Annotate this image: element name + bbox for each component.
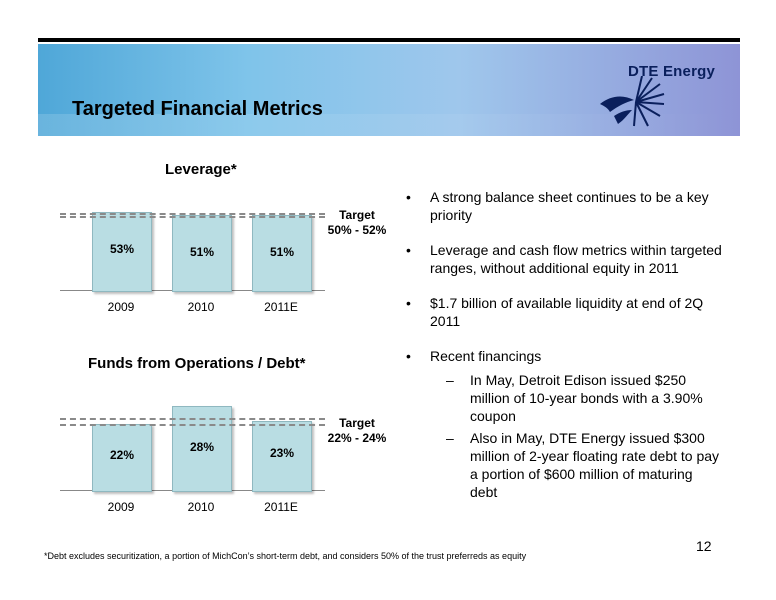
sub-bullet-item: – In May, Detroit Edison issued $250 mill…	[402, 371, 722, 425]
target-line-low	[60, 216, 325, 219]
ffo-debt-chart-title: Funds from Operations / Debt*	[88, 355, 306, 372]
dte-sunburst-icon	[600, 76, 665, 127]
sub-bullet-text: Also in May, DTE Energy issued $300 mill…	[470, 430, 720, 500]
footnote: *Debt excludes securitization, a portion…	[44, 551, 527, 561]
x-tick-label: 2010	[187, 300, 215, 314]
x-tick-label: 2009	[107, 300, 135, 314]
bullet-glyph: •	[406, 189, 411, 205]
page-number: 12	[696, 538, 712, 554]
target-label-range: 22% - 24%	[327, 431, 387, 445]
sub-bullet-glyph: –	[446, 372, 454, 388]
bullet-list: • A strong balance sheet continues to be …	[402, 188, 722, 505]
bullet-item: • $1.7 billion of available liquidity at …	[402, 294, 722, 330]
bullet-text: Leverage and cash flow metrics within ta…	[430, 242, 722, 276]
bullet-item: • Recent financings	[402, 347, 722, 365]
bar-2011E	[252, 214, 312, 292]
leverage-chart-title: Leverage*	[165, 161, 237, 178]
bar-value-label: 22%	[109, 448, 135, 462]
bullet-glyph: •	[406, 295, 411, 311]
bullet-item: • A strong balance sheet continues to be …	[402, 188, 722, 224]
logo-text: DTE Energy	[628, 63, 716, 80]
target-label: Target 22% - 24%	[322, 416, 392, 446]
leverage-chart: 53% 2009 51% 2010 51% 2011E Target 50% - 52%	[60, 200, 386, 320]
target-line-high	[60, 418, 325, 420]
bar-2010	[172, 214, 232, 292]
target-label-range: 50% - 52%	[327, 223, 387, 237]
x-tick-label: 2011E	[264, 300, 298, 314]
bar-2009	[92, 212, 152, 292]
x-tick-label: 2009	[107, 500, 135, 514]
sub-bullet-glyph: –	[446, 430, 454, 446]
slide-title: Targeted Financial Metrics	[72, 98, 323, 120]
bullet-text: Recent financings	[430, 348, 542, 364]
header-band	[38, 44, 740, 136]
bar-value-label: 28%	[189, 440, 215, 454]
target-label-title: Target	[339, 208, 375, 222]
bar-value-label: 51%	[189, 244, 215, 259]
x-tick-label: 2010	[187, 500, 215, 514]
bullet-glyph: •	[406, 348, 411, 364]
bar-2011E	[252, 421, 312, 492]
ffo-debt-chart: 22% 2009 28% 2010 23% 2011E Target 22% - 24%	[60, 398, 386, 518]
sub-bullet-text: In May, Detroit Edison issued $250 milli…	[470, 372, 703, 424]
target-label-title: Target	[339, 416, 375, 430]
bar-value-label: 51%	[269, 244, 295, 259]
sub-bullet-item: – Also in May, DTE Energy issued $300 mil…	[402, 429, 722, 501]
x-tick-label: 2011E	[264, 500, 298, 514]
bar-2010	[172, 406, 232, 492]
bullet-glyph: •	[406, 242, 411, 258]
target-line-low	[60, 424, 325, 426]
bar-value-label: 23%	[269, 446, 295, 460]
bullet-item: • Leverage and cash flow metrics within t…	[402, 241, 722, 277]
target-line-high	[60, 213, 325, 216]
target-label: Target 50% - 52%	[322, 208, 392, 238]
top-rule	[38, 38, 740, 42]
bullet-text: $1.7 billion of available liquidity at e…	[430, 295, 704, 329]
bar-value-label: 53%	[109, 242, 135, 256]
bullet-text: A strong balance sheet continues to be a…	[430, 189, 709, 223]
